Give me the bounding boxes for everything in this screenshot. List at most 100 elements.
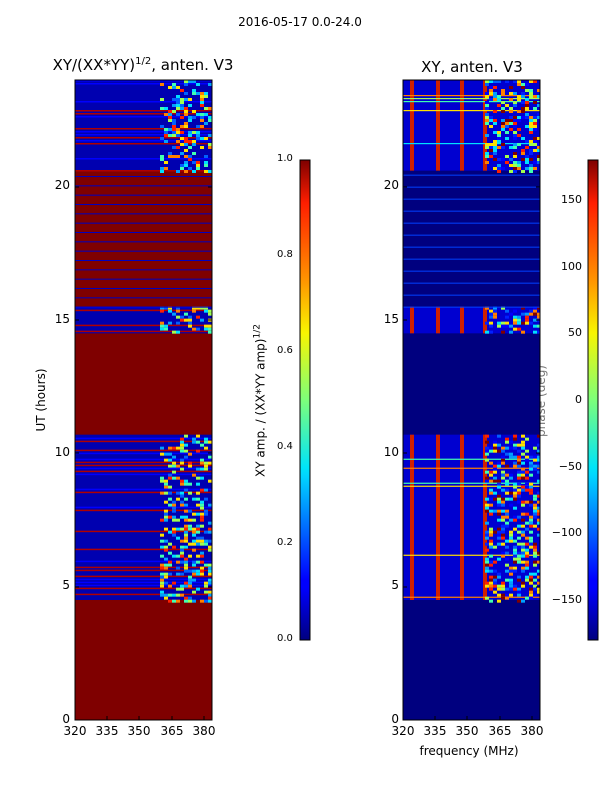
left-noise-cell [172, 599, 176, 603]
left-noise-cell [184, 539, 188, 543]
left-noise-cell [188, 140, 192, 143]
left-noise-cell [192, 518, 196, 522]
right-heatmap-bands [403, 80, 540, 603]
right-noise-cell [497, 494, 501, 498]
left-noise-cell [160, 83, 164, 86]
right-noise-cell [509, 440, 513, 444]
right-noise-cell [533, 593, 537, 597]
left-noise-cell [196, 512, 200, 516]
right-noise-cell [505, 155, 509, 158]
left-noise-cell [188, 318, 192, 322]
right-noise-cell [533, 509, 537, 513]
left-noise-cell [192, 497, 196, 501]
right-heatmap [403, 80, 540, 720]
left-noise-cell [172, 122, 176, 125]
left-blue-stripe [75, 158, 212, 160]
right-colorbar-tick: 0 [575, 393, 582, 406]
right-noise-cell [485, 542, 489, 546]
right-noise-cell [505, 596, 509, 600]
right-noise-cell [521, 476, 525, 480]
left-noise-cell [208, 572, 212, 576]
right-noise-cell [521, 107, 525, 110]
right-noise-cell [525, 563, 529, 567]
left-noise-cell [192, 542, 196, 546]
left-noise-cell [168, 497, 172, 501]
right-noise-cell [529, 503, 533, 507]
left-noise-cell [184, 92, 188, 95]
left-noise-cell [200, 512, 204, 516]
right-noise-cell [517, 321, 521, 325]
right-noise-cell [537, 149, 540, 152]
left-noise-cell [164, 479, 168, 483]
left-noise-cell [180, 446, 184, 450]
right-noise-cell [505, 539, 509, 543]
right-noise-cell [517, 530, 521, 534]
right-noise-cell [513, 146, 517, 149]
right-noise-cell [497, 464, 501, 468]
right-noise-cell [505, 131, 509, 134]
right-noise-cell [489, 533, 493, 537]
right-phase-stripe [403, 485, 540, 487]
right-noise-cell [533, 542, 537, 546]
left-noise-cell [180, 164, 184, 167]
right-noise-cell [497, 593, 501, 597]
left-red-stripe [75, 110, 212, 112]
right-noise-cell [513, 116, 517, 119]
left-noise-cell [164, 327, 168, 331]
right-noise-cell [529, 521, 533, 525]
left-noise-cell [168, 306, 172, 310]
left-noise-cell [204, 324, 208, 328]
left-noise-cell [164, 596, 168, 600]
right-noise-cell [521, 110, 525, 113]
left-noise-cell [188, 518, 192, 522]
left-noise-cell [200, 551, 204, 555]
right-noise-cell [493, 306, 497, 310]
right-noise-cell [485, 563, 489, 567]
right-noise-cell [489, 155, 493, 158]
left-noise-cell [184, 569, 188, 573]
right-noise-cell [497, 509, 501, 513]
right-noise-cell [489, 143, 493, 146]
left-noise-cell [180, 491, 184, 495]
right-noise-cell [509, 158, 513, 161]
right-noise-cell [513, 125, 517, 128]
right-noise-cell [505, 569, 509, 573]
left-noise-cell [184, 110, 188, 113]
left-noise-cell [176, 134, 180, 137]
right-noise-cell [513, 164, 517, 167]
right-noise-cell [485, 155, 489, 158]
left-noise-cell [200, 554, 204, 558]
right-noise-cell [497, 503, 501, 507]
left-noise-cell [168, 113, 172, 116]
left-noise-cell [168, 560, 172, 564]
left-noise-cell [176, 315, 180, 319]
left-noise-cell [172, 119, 176, 122]
right-noise-cell [501, 497, 505, 501]
right-noise-cell [489, 149, 493, 152]
right-noise-cell [513, 315, 517, 319]
left-noise-cell [208, 563, 212, 567]
right-noise-cell [493, 449, 497, 453]
right-noise-cell [533, 578, 537, 582]
left-noise-cell [168, 515, 172, 519]
right-noise-cell [521, 116, 525, 119]
right-noise-cell [509, 446, 513, 450]
right-noise-cell [533, 167, 537, 170]
left-noise-cell [192, 306, 196, 310]
left-xtick-label: 335 [95, 724, 119, 738]
left-noise-cell [160, 518, 164, 522]
right-noise-cell [517, 557, 521, 561]
left-thin-stripe [75, 297, 212, 299]
right-noise-cell [505, 551, 509, 555]
right-phase-stripe [403, 95, 540, 97]
left-noise-cell [160, 309, 164, 313]
left-noise-cell [168, 530, 172, 534]
right-noise-cell [537, 569, 540, 573]
left-noise-cell [164, 566, 168, 570]
right-phase-stripe [403, 98, 540, 100]
left-noise-cell [204, 170, 208, 173]
right-noise-cell [521, 443, 525, 447]
right-noise-cell [485, 503, 489, 507]
left-noise-cell [172, 330, 176, 334]
right-thin-stripe [403, 210, 540, 212]
